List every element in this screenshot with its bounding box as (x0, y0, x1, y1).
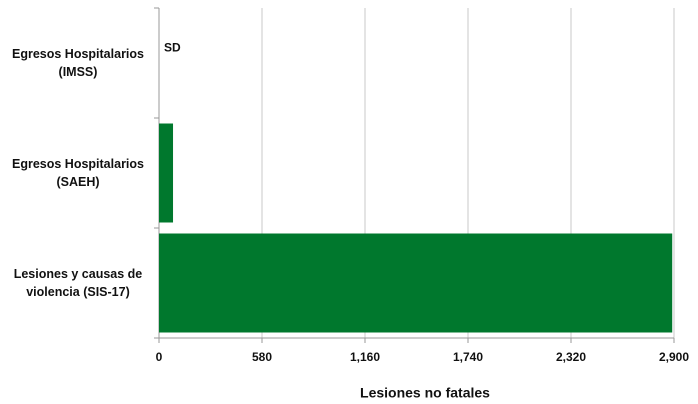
y-tick-label: Egresos Hospitalarios (IMSS) (12, 47, 144, 79)
data-label: SD (164, 41, 181, 55)
x-tick-label: 2,900 (659, 350, 689, 364)
y-tick-label: Lesiones y causas de violencia (SIS-17) (13, 267, 143, 299)
bar (159, 123, 174, 223)
x-tick-label: 0 (156, 350, 163, 364)
y-tick-label: Egresos Hospitalarios (SAEH) (12, 157, 144, 189)
x-tick-label: 1,740 (453, 350, 483, 364)
x-axis-title: Lesiones no fatales (360, 385, 490, 401)
x-tick-label: 1,160 (350, 350, 380, 364)
x-tick-label: 2,320 (556, 350, 586, 364)
bar (159, 233, 673, 333)
x-tick-label: 580 (252, 350, 272, 364)
